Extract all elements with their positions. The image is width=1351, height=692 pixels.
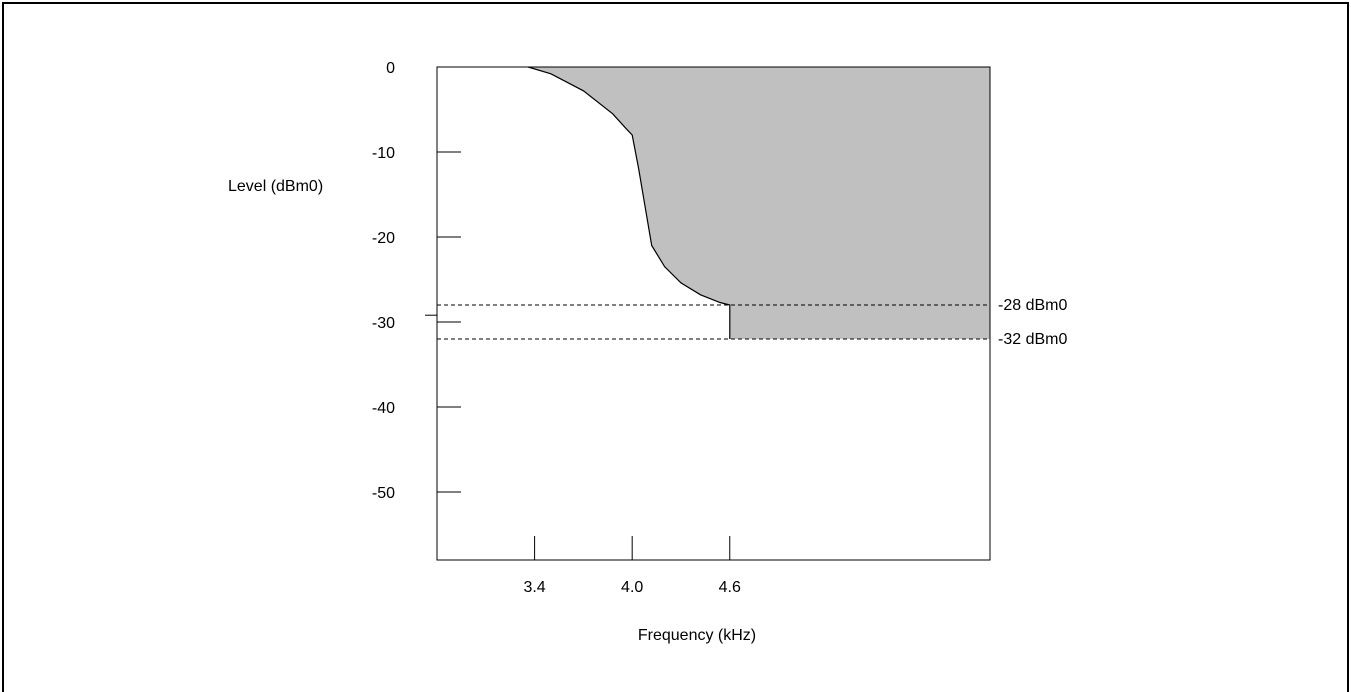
reference-line-label: -28 dBm0 bbox=[998, 297, 1067, 314]
y-tick-label: -50 bbox=[372, 485, 395, 502]
x-tick-label: 4.6 bbox=[719, 579, 741, 596]
x-tick-label: 4.0 bbox=[621, 579, 643, 596]
y-tick-label: -30 bbox=[372, 315, 395, 332]
plot-area bbox=[436, 66, 991, 561]
y-axis-label: Level (dBm0) bbox=[228, 178, 323, 195]
y-tick-label: -40 bbox=[372, 400, 395, 417]
y-tick-label: -10 bbox=[372, 145, 395, 162]
x-tick-label: 3.4 bbox=[523, 579, 545, 596]
x-axis-label: Frequency (kHz) bbox=[638, 627, 756, 644]
mask-curve bbox=[527, 66, 731, 339]
reference-line-label: -32 dBm0 bbox=[998, 331, 1067, 348]
y-tick-label: 0 bbox=[386, 60, 395, 77]
mask-region bbox=[528, 67, 990, 339]
y-tick-label: -20 bbox=[372, 230, 395, 247]
